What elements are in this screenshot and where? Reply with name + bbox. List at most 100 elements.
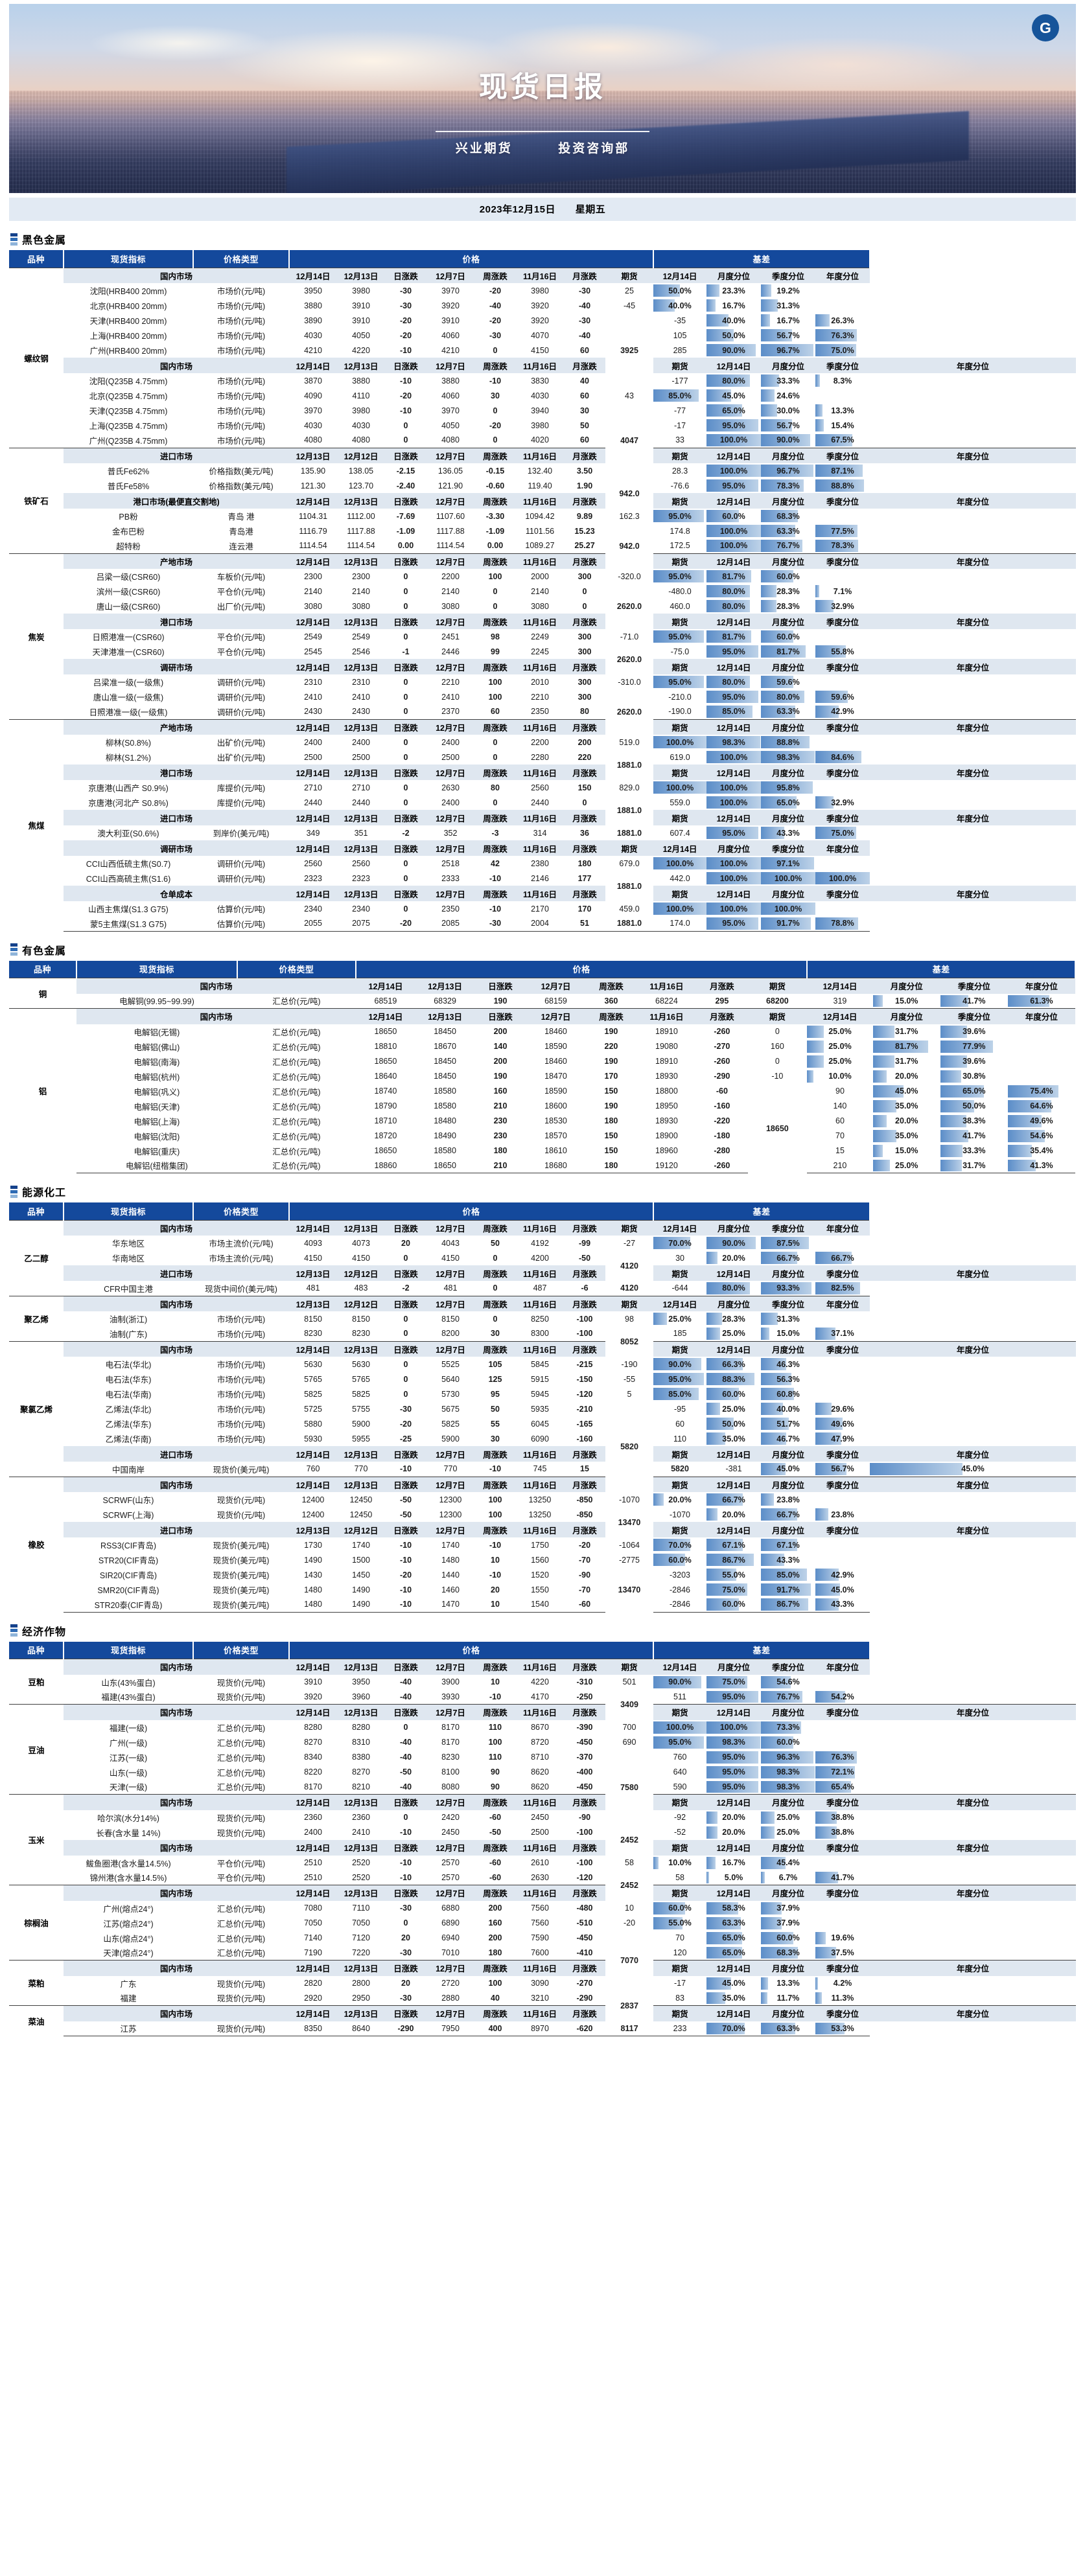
- basis-month-header: 月度分位: [761, 1476, 816, 1492]
- change-cell: 220: [585, 1039, 637, 1054]
- price-cell: 2710: [337, 780, 385, 795]
- price-type-cell: 汇总价(元/吨): [237, 993, 356, 1009]
- price-cell: 2546: [337, 644, 385, 659]
- indicator-cell: 山西主焦煤(S1.3 G75): [64, 901, 193, 916]
- basis-year-header: 年度分位: [870, 493, 1076, 509]
- date-col-header: 11月16日: [516, 886, 564, 901]
- year-percentile-cell: 67.1%: [761, 1537, 816, 1552]
- indicator-cell: STR20泰(CIF青岛): [64, 1597, 193, 1613]
- price-cell: 7140: [289, 1930, 337, 1946]
- date-col-header: 12月13日: [337, 1659, 385, 1675]
- basis-value-cell: 619.0: [653, 750, 707, 765]
- change-cell: -70: [564, 1582, 605, 1597]
- price-cell: 7010: [426, 1945, 474, 1961]
- date-col-header: 月涨跌: [564, 1794, 605, 1810]
- price-cell: 3890: [289, 313, 337, 328]
- change-cell: -0.60: [474, 478, 516, 493]
- table-row: 电解铝(杭州) 汇总价(元/吨) 18640 18450 190 18470 170 1893…: [9, 1068, 1075, 1084]
- price-cell: 2400: [426, 795, 474, 810]
- price-cell: 1500: [337, 1552, 385, 1567]
- quarter-percentile-cell: 45.0%: [706, 388, 762, 403]
- indicator-cell: 日照港准一(CSR60): [64, 629, 193, 644]
- market-label: 国内市场: [76, 978, 356, 994]
- price-cell: 3880: [337, 373, 385, 388]
- price-type-cell: 汇总价(元/吨): [193, 1734, 289, 1750]
- month-percentile-cell: 70.0%: [653, 1236, 707, 1250]
- price-cell: 1730: [289, 1537, 337, 1552]
- market-subheader-row: 调研市场 12月14日 12月13日 日涨跌 12月7日 周涨跌 11月16日 月涨跌 期货 12…: [9, 659, 1076, 674]
- change-cell: 30: [474, 388, 516, 403]
- date-col-header: 月涨跌: [564, 614, 605, 629]
- col-variety: 品种: [9, 960, 78, 978]
- year-percentile-cell: 97.1%: [761, 856, 816, 871]
- price-cell: 3080: [516, 599, 564, 614]
- indicator-cell: 哈尔滨(水分14%): [64, 1810, 193, 1825]
- futures-price-cell: 2620.0: [605, 584, 654, 629]
- date-col-header: 日涨跌: [385, 553, 426, 569]
- price-cell: 2245: [516, 644, 564, 659]
- price-cell: 7590: [516, 1930, 564, 1946]
- date-col-header: 月涨跌: [564, 1704, 605, 1720]
- market-label: 国内市场: [64, 1476, 289, 1492]
- change-cell: 20: [385, 1236, 426, 1250]
- change-cell: -30: [385, 1401, 426, 1416]
- date-col-header: 日涨跌: [385, 1219, 426, 1236]
- price-cell: 2380: [516, 856, 564, 871]
- table-row: 电解铝(无锡) 汇总价(元/吨) 18650 18450 200 18460 190 1891…: [9, 1024, 1075, 1039]
- change-cell: 30: [474, 1431, 516, 1446]
- table-row: 山西主焦煤(S1.3 G75) 估算价(元/吨) 2340 2340 0 2350 -10 2…: [9, 901, 1076, 916]
- month-percentile-cell: 60.0%: [653, 1552, 707, 1567]
- change-cell: -40: [385, 1749, 426, 1765]
- date-col-header: 12月13日: [337, 267, 385, 283]
- change-cell: -390: [564, 1719, 605, 1735]
- basis-quarter-header: 季度分位: [815, 553, 870, 569]
- change-cell: -260: [696, 1053, 748, 1069]
- price-type-cell: 青岛 港: [193, 509, 289, 523]
- price-cell: 4090: [289, 388, 337, 403]
- price-type-cell: 调研价(元/吨): [193, 704, 289, 719]
- price-cell: 8620: [516, 1764, 564, 1780]
- basis-value-cell: -35: [653, 313, 707, 328]
- change-cell: 180: [585, 1158, 637, 1173]
- market-subheader-row: 进口市场 12月14日 12月13日 日涨跌 12月7日 周涨跌 11月16日 月涨跌 期货 12…: [9, 1446, 1076, 1462]
- price-cell: 760: [289, 1462, 337, 1477]
- date-col-header: 日涨跌: [385, 1885, 426, 1901]
- price-type-cell: 市场价(元/吨): [193, 373, 289, 388]
- date-col-header: 11月16日: [516, 2005, 564, 2021]
- indicator-cell: STR20(CIF青岛): [64, 1552, 193, 1567]
- futures-price-cell: 5820: [653, 1462, 707, 1477]
- basis-quarter-header: 季度分位: [815, 719, 870, 735]
- change-cell: -10: [474, 1567, 516, 1582]
- year-percentile-cell: 15.4%: [815, 418, 870, 433]
- change-cell: 0: [474, 750, 516, 765]
- month-percentile-cell: 70.0%: [706, 2021, 762, 2036]
- date-col-header: 11月16日: [516, 267, 564, 283]
- month-percentile-cell: 95.0%: [706, 1689, 762, 1705]
- date-col-header: 日涨跌: [385, 2005, 426, 2021]
- basis-value-cell: 829.0: [605, 780, 654, 795]
- change-cell: -99: [564, 1236, 605, 1250]
- quarter-percentile-cell: 76.7%: [761, 1689, 816, 1705]
- price-cell: 2510: [289, 1855, 337, 1870]
- market-subheader-row: 豆油 国内市场 12月14日 12月13日 日涨跌 12月7日 周涨跌 11月16日 月涨跌 期货…: [9, 1704, 1076, 1795]
- change-cell: 0: [385, 1810, 426, 1825]
- change-cell: 0.00: [385, 538, 426, 553]
- basis-quarter-header: 季度分位: [815, 1446, 870, 1462]
- month-percentile-cell: 100.0%: [706, 795, 762, 810]
- basis-month-header: 月度分位: [761, 765, 816, 780]
- quarter-percentile-cell: 98.3%: [761, 1779, 816, 1795]
- price-type-cell: 现货价(美元/吨): [193, 1537, 289, 1552]
- date-col-header: 日涨跌: [385, 719, 426, 735]
- table-row: SMR20(CIF青岛) 现货价(美元/吨) 1480 1490 -10 1460 20 15…: [9, 1582, 1076, 1597]
- col-price-type: 价格类型: [193, 1641, 290, 1659]
- price-cell: 8250: [516, 1311, 564, 1326]
- basis-value-cell: 140: [807, 1098, 873, 1114]
- quarter-percentile-cell: 78.3%: [761, 478, 816, 493]
- indicator-cell: PB粉: [64, 509, 193, 523]
- market-label: 国内市场: [64, 1794, 289, 1810]
- month-percentile-cell: 80.0%: [706, 584, 762, 599]
- price-cell: 2280: [516, 750, 564, 765]
- quarter-percentile-cell: 38.3%: [940, 1113, 1008, 1129]
- basis-value-cell: -77: [653, 403, 707, 418]
- change-cell: -290: [564, 1990, 605, 2006]
